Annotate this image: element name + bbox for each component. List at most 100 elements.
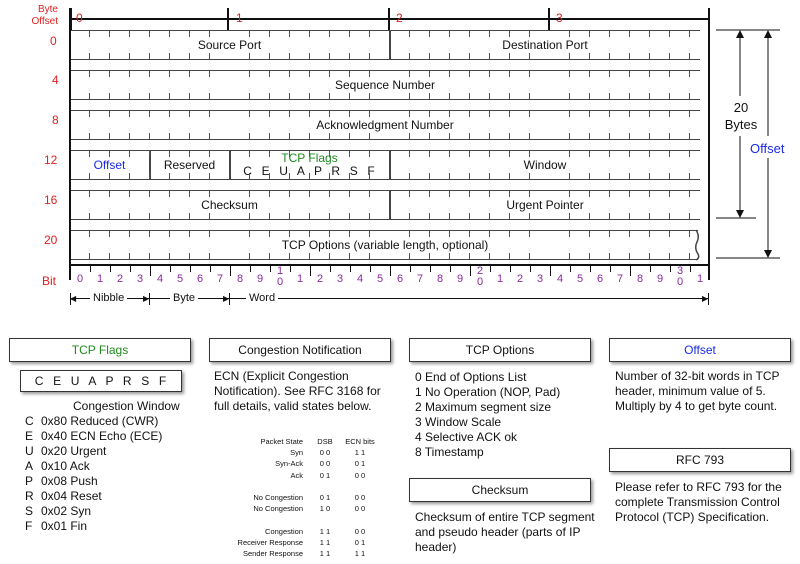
ecn-cell: Sender Response <box>242 549 303 558</box>
bit-number: 1 <box>696 273 704 285</box>
bit-tick <box>709 266 710 276</box>
bit-number: 6 <box>196 273 204 285</box>
field-ack-number: Acknowledgment Number <box>316 118 454 132</box>
field-window: Window <box>523 158 567 172</box>
checksum-section-header: Checksum <box>409 478 591 502</box>
row-offset-4: 4 <box>52 73 59 87</box>
ecn-row: No Congestion 0 1 0 0 <box>220 492 381 503</box>
ecn-cell: 1 0 <box>319 504 331 514</box>
ecn-cell <box>311 514 339 525</box>
bit-number: 8 <box>436 273 444 285</box>
byte-ruler <box>70 8 710 32</box>
right-dimension-arrows <box>716 29 780 259</box>
ecn-cell <box>311 481 339 492</box>
offset-section-title: Offset <box>684 343 716 357</box>
rfc-body: Please refer to RFC 793 for the complete… <box>615 480 782 524</box>
byte-col-2: 2 <box>396 11 403 25</box>
bit-tick <box>390 266 391 276</box>
bit-tick <box>550 266 551 276</box>
bit-number: 1 <box>96 273 104 285</box>
bit-tick <box>190 266 191 272</box>
byte-label: Byte <box>170 292 199 304</box>
congestion-window-label: Congestion Window <box>73 399 180 413</box>
option-item: 1 No Operation (NOP, Pad) <box>415 385 561 399</box>
row-flags: Offset Reserved TCP Flags C E U A P R S … <box>70 150 700 180</box>
bit-tick <box>230 266 231 276</box>
bit-number: 1 <box>296 273 304 285</box>
offset-section-header: Offset <box>609 338 791 362</box>
bit-tick <box>670 266 671 272</box>
bit-number: 9 <box>656 273 664 285</box>
bit-tick <box>630 266 631 276</box>
ecn-cell: 0 1 <box>354 459 366 469</box>
left-axis-line <box>69 8 71 280</box>
tcp-flags-section-header: TCP Flags <box>9 338 191 362</box>
ecn-cell: 0 1 <box>319 470 331 480</box>
field-destination-port: Destination Port <box>502 38 588 52</box>
bit-tick <box>330 266 331 272</box>
ecn-cell: Congestion <box>265 526 303 536</box>
bit-tick <box>70 266 71 276</box>
row-checksum: Checksum Urgent Pointer <box>70 190 700 220</box>
ecn-cell: Syn-Ack <box>275 459 303 469</box>
bit-number: 3 0 <box>676 265 684 288</box>
bit-number: 6 <box>396 273 404 285</box>
option-item: 3 Window Scale <box>415 415 502 429</box>
byte-offset-label: Byte Offset <box>31 4 59 27</box>
bit-tick <box>150 266 151 276</box>
ecn-row: Syn 0 0 1 1 <box>220 447 381 458</box>
byte-marker: ▶ Byte <box>150 292 230 305</box>
ecn-cell: No Congestion <box>253 493 303 502</box>
bit-label: Bit <box>42 274 57 288</box>
bit-number: 0 <box>76 273 84 285</box>
ecn-cell: 0 0 <box>354 504 366 514</box>
field-tcp-flags-letters: C E U A P R S F <box>243 164 376 178</box>
ecn-cell: 0 0 <box>354 470 366 480</box>
ecn-row: Receiver Response 1 1 0 1 <box>220 537 381 548</box>
option-item: 2 Maximum segment size <box>415 400 552 414</box>
bit-number: 8 <box>636 273 644 285</box>
field-urgent-pointer: Urgent Pointer <box>506 198 584 212</box>
row-offset-20: 20 <box>44 233 58 247</box>
bit-number: 2 0 <box>476 265 484 288</box>
bit-tick <box>210 266 211 272</box>
ecn-row: No Congestion 1 0 0 0 <box>220 503 381 514</box>
tcp-flags-section-title: TCP Flags <box>71 343 129 357</box>
bit-number: 2 <box>516 273 524 285</box>
ecn-cell: 0 0 <box>354 493 366 502</box>
bit-tick <box>690 266 691 272</box>
bit-tick <box>170 266 171 272</box>
congestion-body: ECN (Explicit Congestion Notification). … <box>214 369 381 413</box>
bit-tick <box>350 266 351 272</box>
ecn-col-header: ECN bits <box>345 437 375 446</box>
option-item: 0 End of Options List <box>415 370 527 384</box>
row-offset-0: 0 <box>50 34 57 48</box>
right-axis-line <box>708 8 710 280</box>
bit-number: 9 <box>256 273 264 285</box>
tcp-options-list: 0 End of Options List 1 No Operation (NO… <box>415 370 595 460</box>
bit-tick <box>470 266 471 276</box>
row-ports: Source Port Destination Port <box>70 30 700 60</box>
bit-tick <box>370 266 371 272</box>
nibble-label: Nibble <box>90 292 128 304</box>
tcp-options-section-header: TCP Options <box>409 338 591 362</box>
flag-item: U 0x20 Urgent <box>25 444 107 458</box>
bit-number: 5 <box>376 273 384 285</box>
ecn-cell: Receiver Response <box>237 537 303 547</box>
field-tcp-flags-title: TCP Flags <box>281 151 338 165</box>
bit-number: 5 <box>176 273 184 285</box>
bit-tick <box>290 266 291 272</box>
bit-tick <box>410 266 411 272</box>
bit-tick <box>430 266 431 272</box>
nibble-marker: ◀ ▶ Nibble <box>70 292 150 305</box>
ecn-cell: 0 0 <box>319 459 331 469</box>
bit-tick <box>90 266 91 272</box>
bit-number: 7 <box>616 273 624 285</box>
ecn-row: Sender Response 1 1 1 1 <box>220 548 381 559</box>
bit-number: 7 <box>216 273 224 285</box>
tcp-options-section-title: TCP Options <box>465 343 535 357</box>
bit-number: 9 <box>456 273 464 285</box>
row-ticks <box>89 31 690 259</box>
